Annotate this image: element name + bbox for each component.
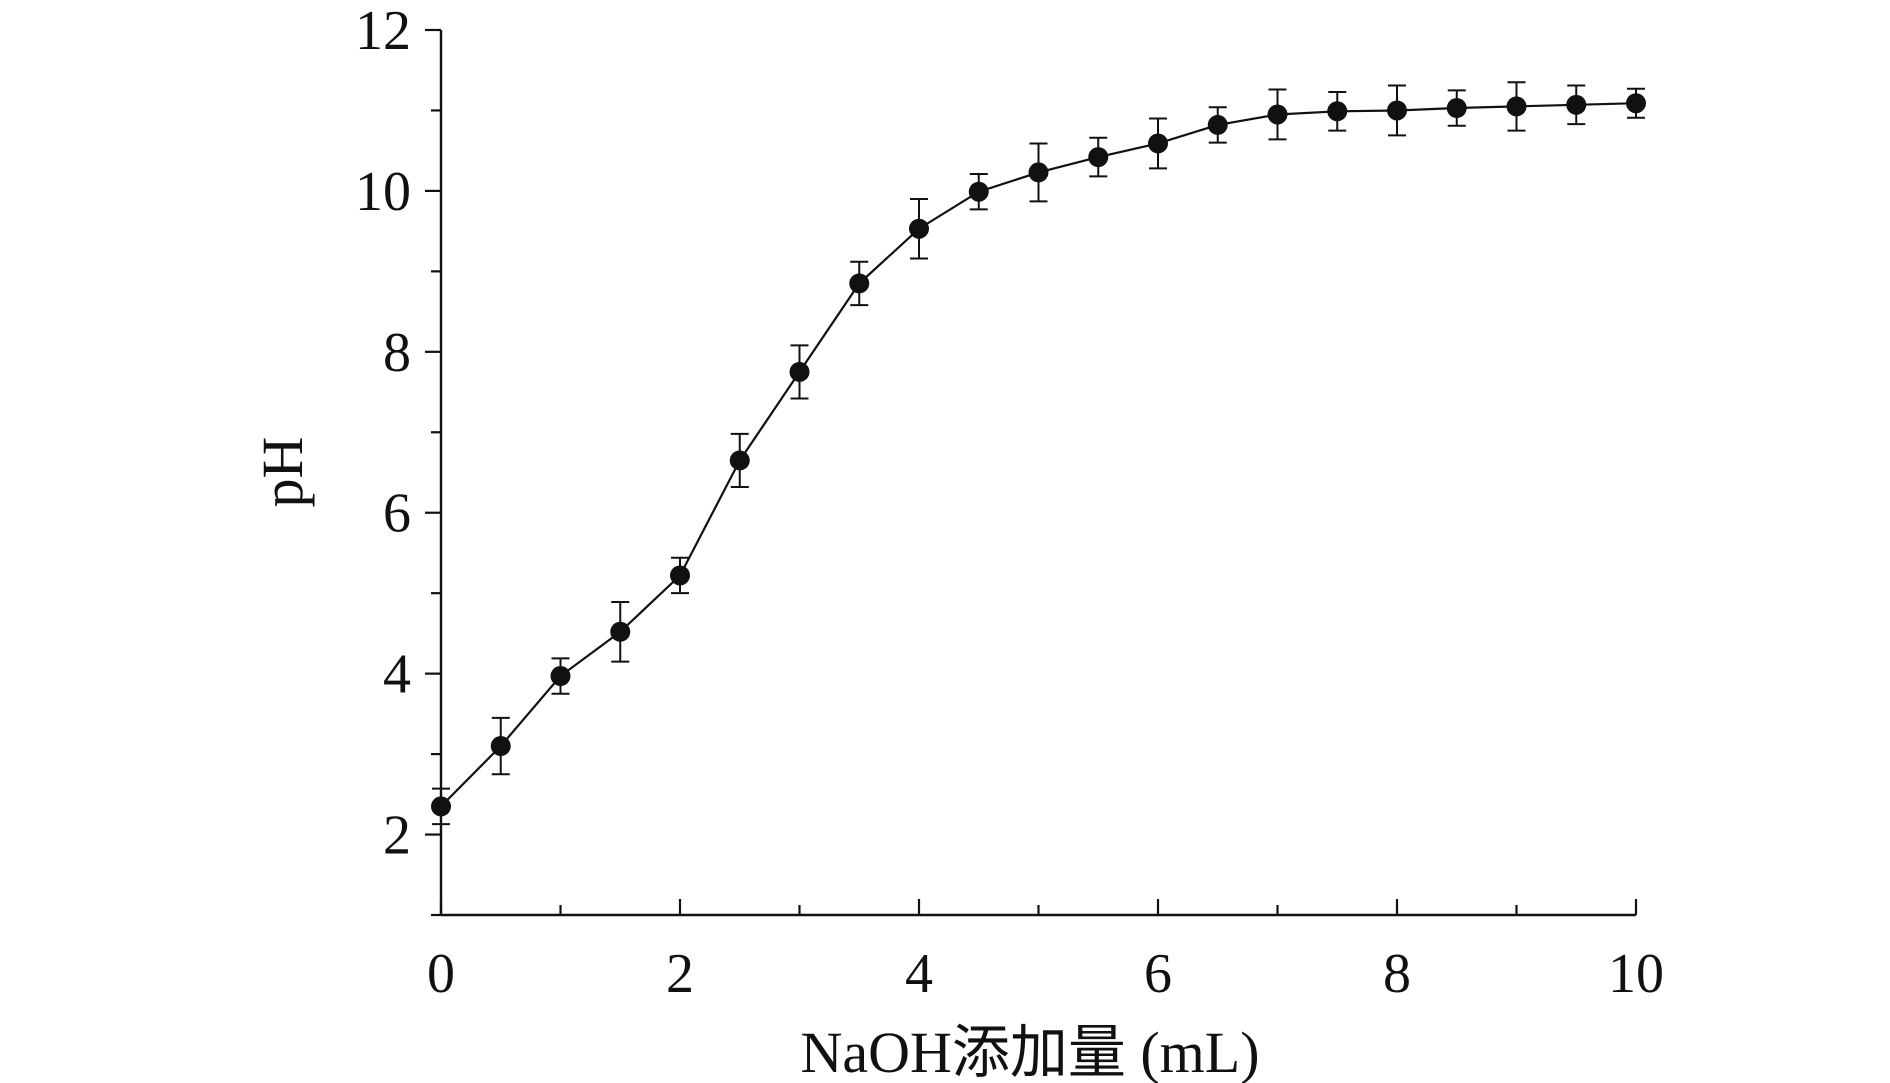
data-point <box>550 666 571 687</box>
x-tick-label: 8 <box>1383 943 1411 1005</box>
x-tick-label: 2 <box>666 943 694 1005</box>
data-point <box>490 736 511 757</box>
y-tick-label: 12 <box>355 0 411 62</box>
data-point <box>789 361 810 382</box>
y-axis-title: pH <box>250 437 315 508</box>
data-point <box>1566 94 1587 115</box>
y-tick-label: 6 <box>383 483 411 545</box>
data-point <box>729 450 750 471</box>
data-point <box>1446 98 1467 119</box>
data-point <box>1088 147 1109 168</box>
y-axis-ticks: 2 4 6 8 10 12 <box>355 0 441 917</box>
x-tick-label: 0 <box>427 943 455 1005</box>
data-point <box>909 218 929 239</box>
x-tick-label: 10 <box>1608 943 1664 1005</box>
data-point <box>670 565 690 586</box>
series-line <box>440 102 1637 808</box>
x-axis-title: NaOH添加量 (mL) <box>800 1020 1259 1083</box>
x-tick-label: 6 <box>1144 943 1172 1005</box>
data-point <box>968 181 989 202</box>
y-tick-label: 8 <box>383 322 411 384</box>
series-1 <box>431 81 1646 826</box>
y-tick-label: 10 <box>355 161 411 223</box>
y-tick-label: 4 <box>383 644 411 706</box>
data-point <box>849 273 870 294</box>
data-point <box>1506 96 1527 117</box>
data-point <box>610 621 631 642</box>
data-point <box>1626 93 1646 114</box>
data-point <box>1207 114 1228 135</box>
data-point <box>1387 100 1407 121</box>
x-tick-label: 4 <box>905 943 933 1005</box>
y-tick-label: 2 <box>383 805 411 867</box>
data-point <box>1327 101 1348 122</box>
data-point <box>1267 104 1288 125</box>
data-point <box>431 796 451 817</box>
x-axis-ticks: 0 2 4 6 8 10 <box>427 899 1664 1005</box>
data-point <box>1148 133 1168 154</box>
data-point <box>1028 162 1049 183</box>
